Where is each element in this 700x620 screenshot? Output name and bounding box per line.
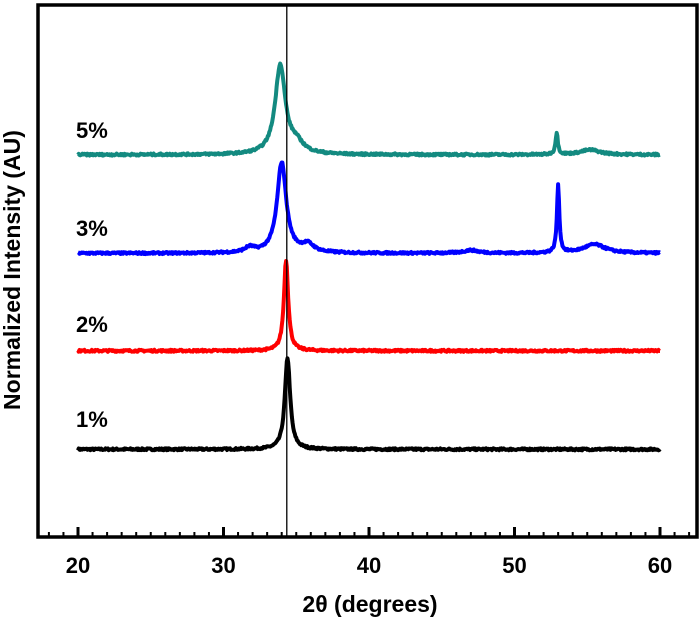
series-line-3pct bbox=[76, 160, 662, 257]
x-tick-label: 40 bbox=[357, 553, 381, 578]
series-label-1pct: 1% bbox=[76, 407, 108, 432]
series-label-3pct: 3% bbox=[76, 216, 108, 241]
series-line-1pct bbox=[76, 356, 662, 453]
x-tick-label: 20 bbox=[66, 553, 90, 578]
x-tick-label: 30 bbox=[211, 553, 235, 578]
plot-frame bbox=[36, 3, 699, 539]
series-line-2pct bbox=[76, 259, 662, 354]
x-tick-label: 60 bbox=[648, 553, 672, 578]
series-label-2pct: 2% bbox=[76, 312, 108, 337]
y-axis-title: Normalized Intensity (AU) bbox=[0, 130, 25, 410]
x-tick-label: 50 bbox=[502, 553, 526, 578]
x-axis-title: 2θ (degrees) bbox=[302, 591, 437, 617]
series-label-5pct: 5% bbox=[76, 118, 108, 143]
series-line-5pct bbox=[76, 61, 662, 158]
